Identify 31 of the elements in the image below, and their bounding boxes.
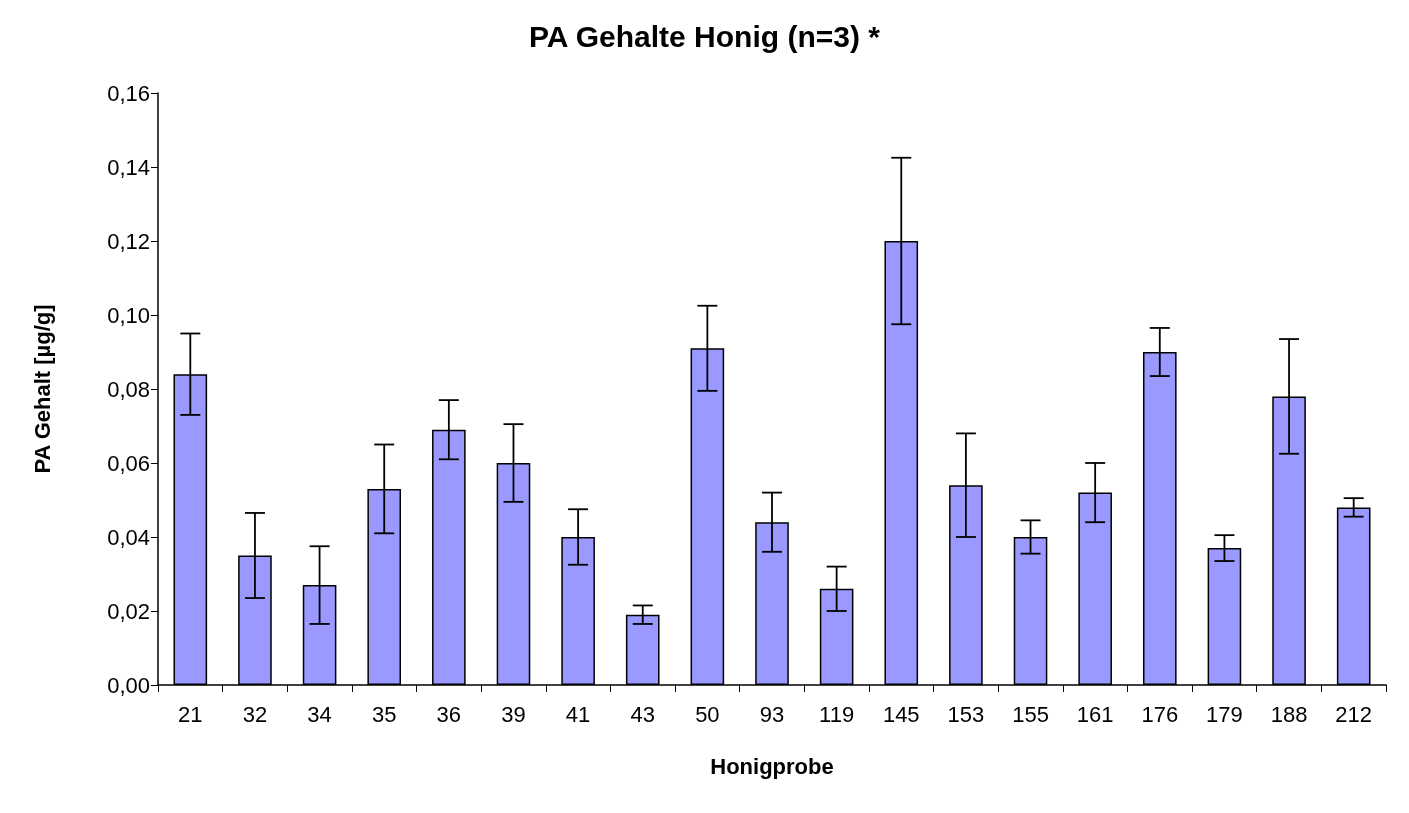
y-tick-label: 0,12	[107, 228, 150, 254]
y-tick-label: 0,16	[107, 80, 150, 106]
x-tick-label: 161	[1076, 701, 1114, 727]
x-tick-label: 93	[759, 701, 785, 727]
x-tick-label: 155	[1012, 701, 1049, 727]
x-tick-label: 36	[436, 701, 462, 727]
x-tick-label: 41	[565, 701, 591, 727]
y-tick-label: 0,14	[107, 154, 150, 180]
x-tick-label: 50	[695, 701, 720, 727]
y-tick-label: 0,08	[107, 376, 150, 402]
x-tick-label: 212	[1335, 701, 1373, 727]
y-tick-label: 0,00	[107, 672, 150, 698]
x-tick-label: 145	[882, 701, 920, 727]
x-tick-label: 21	[178, 701, 203, 727]
x-tick-label: 32	[242, 701, 268, 727]
x-tick-label: 43	[630, 701, 655, 727]
y-tick-label: 0,10	[107, 302, 150, 328]
x-tick-label: 39	[501, 701, 526, 727]
x-tick-label: 35	[371, 701, 397, 727]
x-tick-label: 119	[819, 701, 855, 727]
x-tick-label: 176	[1141, 701, 1179, 727]
y-tick-label: 0,06	[107, 450, 150, 476]
x-tick-label: 188	[1270, 701, 1308, 727]
chart-title: PA Gehalte Honig (n=3) *	[529, 19, 881, 53]
y-tick-label: 0,04	[107, 524, 150, 550]
x-tick-label: 179	[1206, 701, 1243, 727]
y-axis-title: PA Gehalt [µg/g]	[29, 304, 55, 474]
y-tick-label: 0,02	[107, 598, 150, 624]
x-axis-title: Honigprobe	[710, 753, 834, 779]
x-tick-label: 34	[307, 701, 332, 727]
x-tick-label: 153	[947, 701, 985, 727]
